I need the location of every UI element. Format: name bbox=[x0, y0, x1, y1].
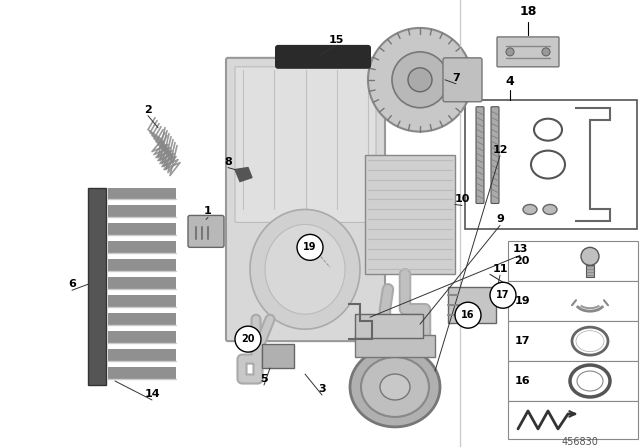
Ellipse shape bbox=[250, 210, 360, 329]
Ellipse shape bbox=[361, 357, 429, 417]
Bar bbox=[508, 281, 638, 321]
Text: 19: 19 bbox=[514, 296, 530, 306]
Text: 20: 20 bbox=[515, 256, 530, 266]
Ellipse shape bbox=[380, 374, 410, 400]
Bar bbox=[508, 401, 638, 439]
FancyBboxPatch shape bbox=[497, 37, 559, 67]
FancyBboxPatch shape bbox=[275, 45, 371, 69]
Circle shape bbox=[506, 48, 514, 56]
Bar bbox=[108, 188, 176, 199]
Ellipse shape bbox=[570, 365, 610, 397]
Circle shape bbox=[368, 28, 472, 132]
Text: 14: 14 bbox=[144, 389, 160, 399]
Bar bbox=[365, 155, 455, 274]
Bar bbox=[108, 259, 176, 271]
Bar bbox=[108, 224, 176, 235]
Bar bbox=[262, 344, 294, 368]
Bar bbox=[108, 277, 176, 289]
Bar bbox=[108, 349, 176, 361]
Text: 17: 17 bbox=[515, 336, 530, 346]
Ellipse shape bbox=[350, 347, 440, 427]
Ellipse shape bbox=[523, 204, 537, 215]
Bar bbox=[108, 313, 176, 325]
Text: 2: 2 bbox=[144, 105, 152, 115]
Text: 3: 3 bbox=[318, 384, 326, 394]
Ellipse shape bbox=[265, 224, 345, 314]
Bar bbox=[355, 314, 423, 338]
Ellipse shape bbox=[534, 119, 562, 141]
FancyBboxPatch shape bbox=[235, 67, 376, 222]
Ellipse shape bbox=[543, 204, 557, 215]
Bar bbox=[508, 241, 638, 281]
Text: 16: 16 bbox=[514, 376, 530, 386]
Text: 1: 1 bbox=[204, 207, 212, 216]
Bar bbox=[108, 331, 176, 343]
Text: 18: 18 bbox=[519, 5, 537, 18]
Circle shape bbox=[392, 52, 448, 108]
FancyBboxPatch shape bbox=[188, 215, 224, 247]
Text: 15: 15 bbox=[328, 35, 344, 45]
Ellipse shape bbox=[576, 331, 604, 352]
Bar bbox=[88, 188, 106, 385]
Text: 17: 17 bbox=[496, 290, 509, 300]
Text: 7: 7 bbox=[452, 73, 460, 83]
Circle shape bbox=[581, 247, 599, 265]
Bar bbox=[355, 335, 435, 357]
Text: 6: 6 bbox=[68, 279, 76, 289]
Text: 19: 19 bbox=[303, 242, 317, 252]
Text: 16: 16 bbox=[461, 310, 475, 320]
Circle shape bbox=[490, 282, 516, 308]
Bar bbox=[508, 361, 638, 401]
Text: 11: 11 bbox=[492, 264, 508, 274]
FancyBboxPatch shape bbox=[491, 107, 499, 203]
Text: 20: 20 bbox=[241, 334, 255, 344]
Text: 456830: 456830 bbox=[561, 437, 598, 447]
Text: 4: 4 bbox=[506, 75, 515, 88]
Bar bbox=[508, 321, 638, 361]
Circle shape bbox=[455, 302, 481, 328]
Bar bbox=[448, 287, 496, 323]
FancyBboxPatch shape bbox=[443, 58, 482, 102]
Ellipse shape bbox=[572, 327, 608, 355]
Polygon shape bbox=[235, 168, 252, 181]
Bar bbox=[465, 100, 637, 229]
Text: 5: 5 bbox=[260, 374, 268, 384]
Text: 10: 10 bbox=[454, 194, 470, 204]
Bar bbox=[108, 367, 176, 379]
Circle shape bbox=[235, 326, 261, 352]
Bar bbox=[108, 295, 176, 307]
FancyBboxPatch shape bbox=[226, 58, 385, 341]
Text: 8: 8 bbox=[224, 157, 232, 167]
FancyBboxPatch shape bbox=[476, 107, 484, 203]
Ellipse shape bbox=[531, 151, 565, 179]
Circle shape bbox=[408, 68, 432, 92]
Bar bbox=[108, 241, 176, 254]
Circle shape bbox=[297, 234, 323, 260]
Text: 12: 12 bbox=[492, 145, 508, 155]
Text: 13: 13 bbox=[512, 244, 528, 254]
Circle shape bbox=[542, 48, 550, 56]
Bar bbox=[586, 265, 594, 277]
Ellipse shape bbox=[577, 371, 603, 391]
Text: 9: 9 bbox=[496, 215, 504, 224]
Bar bbox=[108, 206, 176, 217]
